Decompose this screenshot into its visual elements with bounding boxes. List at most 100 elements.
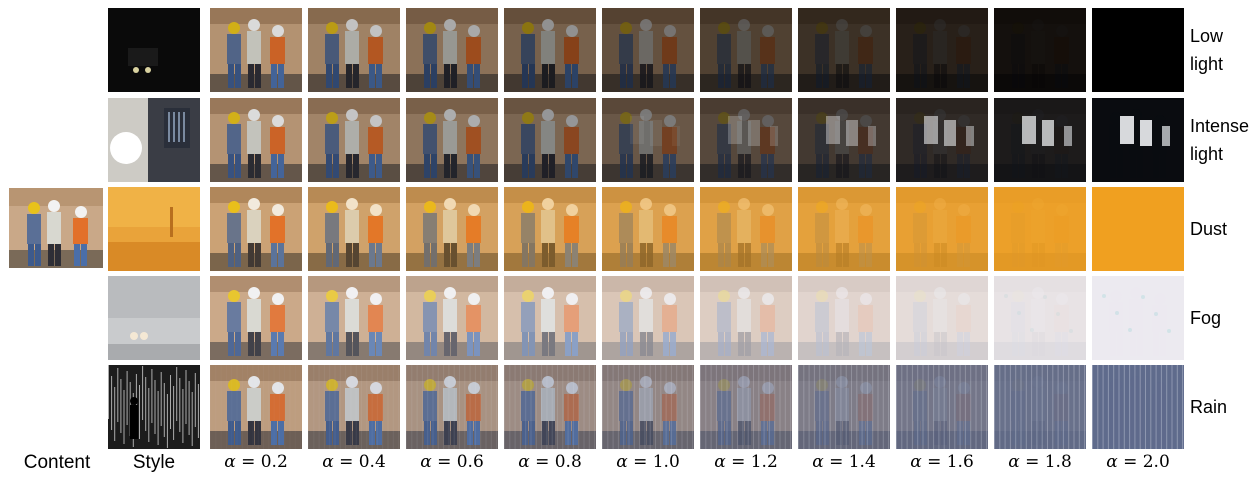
- stylized-output: [798, 187, 890, 271]
- stylized-output: [406, 187, 498, 271]
- alpha-value: = 2.0: [1117, 452, 1170, 472]
- alpha-label: α = 1.4: [794, 452, 894, 476]
- content-image: [9, 188, 103, 268]
- alpha-label: α = 0.4: [304, 452, 404, 476]
- style-image: [108, 365, 200, 449]
- alpha-symbol: α: [322, 452, 334, 472]
- stylized-output: [994, 98, 1086, 182]
- row-label-line: Intense: [1190, 116, 1250, 136]
- style-image: [108, 187, 200, 271]
- stylized-output: [994, 8, 1086, 92]
- stylized-output: [210, 98, 302, 182]
- stylized-output: [1092, 365, 1184, 449]
- stylized-output: [1092, 98, 1184, 182]
- stylized-output: [504, 365, 596, 449]
- stylized-output: [308, 8, 400, 92]
- alpha-label: α = 1.2: [696, 452, 796, 476]
- alpha-symbol: α: [812, 452, 824, 472]
- stylized-output: [798, 365, 890, 449]
- alpha-value: = 1.4: [823, 452, 876, 472]
- row-label-line: light: [1190, 144, 1224, 164]
- alpha-label: α = 1.6: [892, 452, 992, 476]
- stylized-output: [308, 276, 400, 360]
- style-image: [108, 8, 200, 92]
- alpha-value: = 1.6: [921, 452, 974, 472]
- alpha-label: α = 0.2: [206, 452, 306, 476]
- stylized-output: [406, 98, 498, 182]
- content-column-label: Content: [23, 452, 91, 473]
- stylized-output: [798, 276, 890, 360]
- alpha-value: = 0.6: [431, 452, 484, 472]
- stylized-output: [210, 365, 302, 449]
- stylized-output: [1092, 276, 1184, 360]
- alpha-symbol: α: [714, 452, 726, 472]
- stylized-output: [994, 365, 1086, 449]
- row-label-line: Rain: [1190, 397, 1228, 417]
- row-label-line: Low: [1190, 26, 1224, 46]
- stylized-output: [798, 98, 890, 182]
- stylized-output: [504, 98, 596, 182]
- alpha-symbol: α: [420, 452, 432, 472]
- stylized-output: [602, 98, 694, 182]
- alpha-value: = 0.2: [235, 452, 288, 472]
- row-label-line: light: [1190, 54, 1224, 74]
- alpha-symbol: α: [910, 452, 922, 472]
- stylized-output: [308, 98, 400, 182]
- stylized-output: [994, 187, 1086, 271]
- stylized-output: [602, 276, 694, 360]
- alpha-label: α = 0.8: [500, 452, 600, 476]
- stylized-output: [308, 187, 400, 271]
- alpha-value: = 0.8: [529, 452, 582, 472]
- stylized-output: [602, 8, 694, 92]
- stylized-output: [210, 187, 302, 271]
- alpha-symbol: α: [1106, 452, 1118, 472]
- alpha-label: α = 0.6: [402, 452, 502, 476]
- stylized-output: [896, 365, 988, 449]
- stylized-output: [210, 8, 302, 92]
- stylized-output: [896, 187, 988, 271]
- stylized-output: [700, 276, 792, 360]
- stylized-output: [700, 365, 792, 449]
- stylized-output: [406, 365, 498, 449]
- row-label: Low light: [1190, 22, 1250, 78]
- stylized-output: [700, 187, 792, 271]
- alpha-value: = 1.8: [1019, 452, 1072, 472]
- alpha-value: = 1.2: [725, 452, 778, 472]
- stylized-output: [700, 98, 792, 182]
- stylized-output: [406, 276, 498, 360]
- alpha-symbol: α: [224, 452, 236, 472]
- stylized-output: [602, 187, 694, 271]
- stylized-output: [896, 98, 988, 182]
- stylized-output: [1092, 8, 1184, 92]
- row-label: Intense light: [1190, 112, 1250, 168]
- row-label-line: Fog: [1190, 308, 1222, 328]
- alpha-label: α = 1.8: [990, 452, 1090, 476]
- row-label: Fog: [1190, 304, 1250, 332]
- alpha-value: = 1.0: [627, 452, 680, 472]
- stylized-output: [896, 8, 988, 92]
- row-label: Dust: [1190, 215, 1250, 243]
- stylized-output: [1092, 187, 1184, 271]
- stylized-output: [504, 276, 596, 360]
- style-image: [108, 98, 200, 182]
- stylized-output: [798, 8, 890, 92]
- stylized-output: [896, 276, 988, 360]
- alpha-symbol: α: [616, 452, 628, 472]
- stylized-output: [504, 187, 596, 271]
- stylized-output: [308, 365, 400, 449]
- row-label: Rain: [1190, 393, 1250, 421]
- stylized-output: [700, 8, 792, 92]
- stylized-output: [504, 8, 596, 92]
- stylized-output: [994, 276, 1086, 360]
- alpha-symbol: α: [518, 452, 530, 472]
- stylized-output: [602, 365, 694, 449]
- stylized-output: [210, 276, 302, 360]
- alpha-label: α = 2.0: [1088, 452, 1188, 476]
- alpha-value: = 0.4: [333, 452, 386, 472]
- alpha-label: α = 1.0: [598, 452, 698, 476]
- row-label-line: Dust: [1190, 219, 1228, 239]
- style-image: [108, 276, 200, 360]
- style-column-label: Style: [132, 452, 176, 473]
- stylized-output: [406, 8, 498, 92]
